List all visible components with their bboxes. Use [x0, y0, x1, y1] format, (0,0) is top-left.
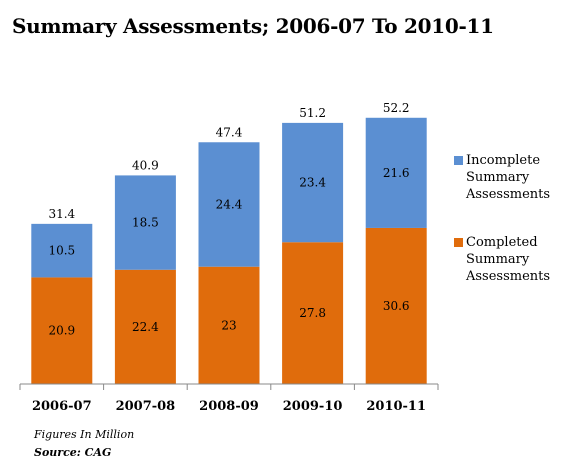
total-label-2010-11: 52.2 — [383, 101, 410, 115]
chart-title: Summary Assessments; 2006-07 To 2010-11 — [12, 14, 494, 38]
data-label-completed-2008-09: 23 — [221, 318, 236, 332]
x-tick-label-2007-08: 2007-08 — [116, 399, 176, 414]
data-label-incomplete-2010-11: 21.6 — [383, 166, 410, 180]
units-note: Figures In Million — [34, 428, 135, 441]
total-label-2008-09: 47.4 — [216, 125, 243, 139]
data-label-incomplete-2006-07: 10.5 — [48, 244, 75, 258]
legend-label-incomplete: Incomplete Summary Assessments — [466, 153, 551, 202]
bar-incomplete-2006-07 — [31, 223, 93, 278]
bar-incomplete-2009-10 — [282, 122, 344, 243]
data-label-completed-2007-08: 22.4 — [132, 320, 159, 334]
data-label-incomplete-2009-10: 23.4 — [299, 176, 326, 190]
x-tick-label-2010-11: 2010-11 — [366, 399, 426, 414]
legend-swatch-completed — [454, 238, 463, 247]
data-label-completed-2006-07: 20.9 — [48, 324, 75, 338]
x-tick-label-2006-07: 2006-07 — [32, 399, 92, 414]
total-label-2007-08: 40.9 — [132, 158, 159, 172]
bar-completed-2009-10 — [282, 242, 344, 384]
source-note: Source: CAG — [34, 446, 112, 459]
data-label-completed-2010-11: 30.6 — [383, 299, 410, 313]
bar-incomplete-2008-09 — [198, 142, 260, 267]
legend-label-completed: Completed Summary Assessments — [466, 235, 551, 284]
total-label-2009-10: 51.2 — [299, 106, 326, 120]
legend-item-incomplete: Incomplete Summary Assessments — [454, 152, 564, 203]
bar-completed-2006-07 — [31, 277, 93, 384]
data-label-incomplete-2008-09: 24.4 — [216, 197, 243, 211]
data-label-completed-2009-10: 27.8 — [299, 306, 326, 320]
total-label-2006-07: 31.4 — [48, 207, 75, 221]
legend-item-completed: Completed Summary Assessments — [454, 234, 564, 285]
bar-incomplete-2007-08 — [114, 175, 176, 270]
bar-completed-2010-11 — [365, 227, 427, 384]
x-tick-label-2008-09: 2008-09 — [199, 399, 259, 414]
data-label-incomplete-2007-08: 18.5 — [132, 216, 159, 230]
bar-completed-2007-08 — [114, 269, 176, 384]
x-tick-label-2009-10: 2009-10 — [283, 399, 343, 414]
bar-completed-2008-09 — [198, 266, 260, 384]
bar-incomplete-2010-11 — [365, 117, 427, 228]
legend-swatch-incomplete — [454, 156, 463, 165]
